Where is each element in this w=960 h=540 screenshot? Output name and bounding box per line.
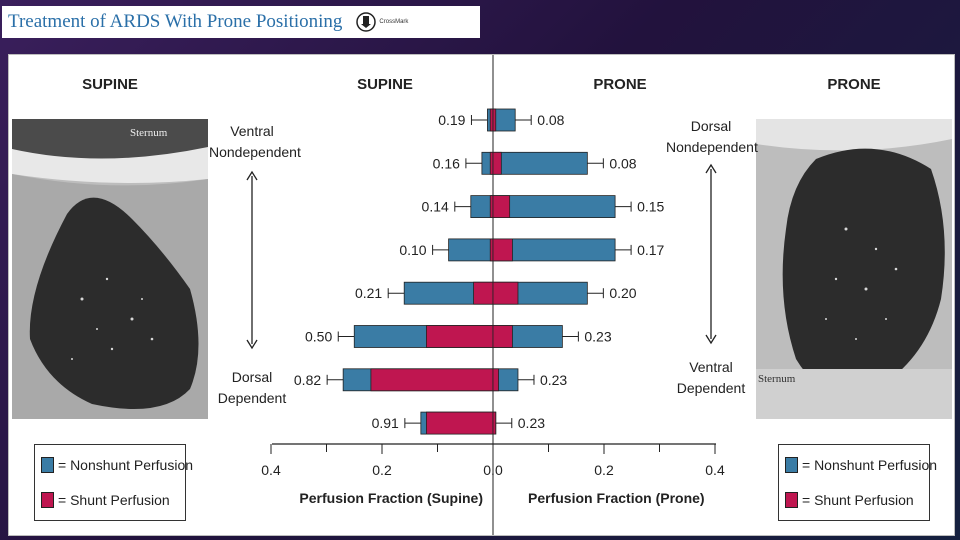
bar-prone-shunt — [492, 281, 519, 305]
legend-right-nonshunt: = Nonshunt Perfusion — [785, 457, 937, 473]
right-bottom-label: Ventral Dependent — [673, 357, 749, 399]
label-prone-shunt-fraction: 0.17 — [637, 242, 664, 258]
bar-supine-shunt — [425, 325, 494, 348]
right-bottom-label-line2: Dependent — [676, 380, 746, 396]
bar-supine-shunt — [489, 108, 494, 132]
ct-supine-sternum-label: Sternum — [130, 127, 168, 139]
bar-prone-shunt — [492, 368, 499, 392]
label-supine-shunt-fraction: 0.21 — [355, 285, 382, 301]
bar-prone-shunt — [492, 411, 497, 435]
right-top-label-line2: Nondependent — [666, 139, 758, 155]
legend-right-shunt-swatch — [785, 492, 798, 508]
x-tick-label: 0.4 — [261, 462, 281, 478]
label-prone-shunt-fraction: 0.23 — [540, 372, 567, 388]
label-prone-shunt-fraction: 0.08 — [537, 112, 564, 128]
label-prone-shunt-fraction: 0.23 — [584, 329, 611, 345]
right-bottom-label-line1: Ventral — [689, 359, 733, 375]
bar-prone-nonshunt — [492, 151, 588, 175]
label-prone-shunt-fraction: 0.23 — [518, 415, 545, 431]
x-axis-title-supine: Perfusion Fraction (Supine) — [299, 490, 483, 506]
slide-title-bar: Treatment of ARDS With Prone Positioning… — [2, 6, 480, 38]
x-tick-label: 0.2 — [594, 462, 614, 478]
legend-left-nonshunt: = Nonshunt Perfusion — [41, 457, 193, 473]
bar-prone-shunt — [492, 195, 511, 219]
bar-prone-shunt — [492, 151, 502, 175]
label-supine-shunt-fraction: 0.19 — [438, 112, 465, 128]
x-tick-label: 0.4 — [705, 462, 725, 478]
bar-supine-shunt — [489, 195, 494, 219]
label-supine-shunt-fraction: 0.14 — [422, 199, 449, 215]
ct-image-prone: Sternum — [756, 119, 952, 419]
bar-supine-shunt — [489, 238, 494, 262]
label-supine-shunt-fraction: 0.82 — [294, 372, 321, 388]
label-supine-shunt-fraction: 0.91 — [372, 415, 399, 431]
bar-supine-shunt — [370, 368, 494, 392]
legend-right-nonshunt-label: = Nonshunt Perfusion — [802, 457, 938, 473]
legend-left-shunt-label: = Shunt Perfusion — [58, 492, 170, 508]
label-prone-shunt-fraction: 0.20 — [609, 285, 636, 301]
legend-right: = Nonshunt Perfusion = Shunt Perfusion — [778, 444, 937, 521]
left-double-arrow — [246, 170, 258, 350]
ct-image-supine: Sternum — [12, 119, 208, 419]
right-double-arrow — [705, 163, 717, 345]
legend-right-shunt-label: = Shunt Perfusion — [802, 492, 914, 508]
bar-prone-shunt — [492, 325, 513, 348]
crossmark-label: CrossMark — [379, 19, 409, 25]
left-top-label: Ventral Nondependent — [209, 121, 301, 163]
x-tick-label: 0.2 — [372, 462, 392, 478]
bar-supine-shunt — [425, 411, 494, 435]
right-top-label-line1: Dorsal — [690, 118, 732, 134]
label-supine-shunt-fraction: 0.10 — [399, 242, 426, 258]
legend-left-nonshunt-swatch — [41, 457, 54, 473]
header-supine-ct: SUPINE — [82, 76, 138, 93]
perfusion-chart: 0.19 0.080.16 0.080.14 0.150.10 0.170.21 0.20… — [261, 55, 725, 535]
header-prone-ct: PRONE — [827, 76, 881, 93]
label-supine-shunt-fraction: 0.16 — [433, 155, 460, 171]
bar-prone-nonshunt — [492, 195, 616, 219]
left-bottom-label-line1: Dorsal — [231, 369, 273, 385]
legend-left-nonshunt-label: = Nonshunt Perfusion — [58, 457, 194, 473]
left-bottom-label-line2: Dependent — [217, 390, 287, 406]
crossmark-icon — [356, 12, 377, 32]
legend-left-shunt: = Shunt Perfusion — [41, 492, 170, 508]
legend-left-shunt-swatch — [41, 492, 54, 508]
bar-prone-shunt — [492, 238, 513, 262]
header-supine-chart: SUPINE — [357, 76, 413, 93]
left-top-label-line1: Ventral — [230, 123, 274, 139]
bar-supine-nonshunt — [470, 195, 494, 219]
right-top-label: Dorsal Nondependent — [666, 116, 758, 158]
legend-right-shunt: = Shunt Perfusion — [785, 492, 914, 508]
crossmark-logo: CrossMark — [356, 12, 408, 32]
header-prone-chart: PRONE — [593, 76, 647, 93]
legend-left: = Nonshunt Perfusion = Shunt Perfusion — [34, 444, 193, 521]
label-supine-shunt-fraction: 0.50 — [305, 329, 332, 345]
x-tick-label: 0.0 — [483, 462, 503, 478]
slide-title: Treatment of ARDS With Prone Positioning — [8, 11, 343, 32]
bar-supine-shunt — [489, 151, 494, 175]
ct-prone-sternum-label: Sternum — [758, 373, 796, 385]
bar-supine-shunt — [473, 281, 494, 305]
bar-supine-nonshunt — [448, 238, 494, 262]
label-prone-shunt-fraction: 0.08 — [609, 155, 636, 171]
label-prone-shunt-fraction: 0.15 — [637, 199, 664, 215]
x-axis-title-prone: Perfusion Fraction (Prone) — [528, 490, 705, 506]
left-bottom-label: Dorsal Dependent — [217, 367, 287, 409]
legend-right-nonshunt-swatch — [785, 457, 798, 473]
figure-panel: SUPINE SUPINE PRONE PRONE Sternum — [8, 54, 955, 536]
left-top-label-line2: Nondependent — [209, 144, 301, 160]
bar-prone-nonshunt — [492, 108, 516, 132]
bar-prone-shunt — [492, 108, 497, 132]
